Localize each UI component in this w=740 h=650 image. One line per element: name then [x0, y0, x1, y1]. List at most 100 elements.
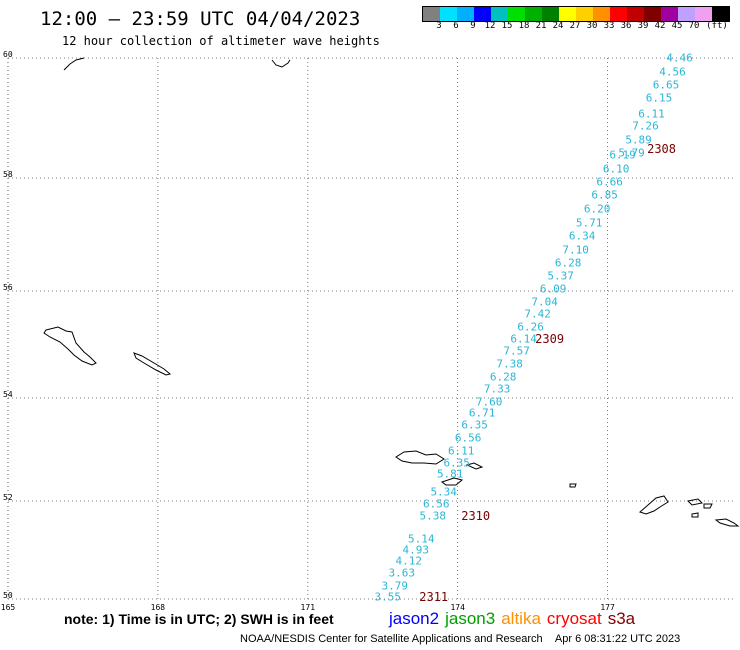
colorbar-tick-label: 27 [569, 21, 581, 31]
island-amchitka [714, 518, 740, 527]
colorbar-swatch [474, 7, 491, 21]
lat-tick-label: 50 [3, 591, 13, 600]
swh-value: 4.46 [666, 51, 693, 65]
colorbar-swatch [695, 7, 712, 21]
swh-value: 7.60 [475, 395, 503, 409]
coastline-north-mid [271, 59, 291, 68]
colorbar-swatch [593, 7, 610, 21]
colorbar-swatch [440, 7, 457, 21]
map-subtitle: 12 hour collection of altimeter wave hei… [62, 34, 380, 48]
day-hour-marker: 2310 [461, 508, 491, 523]
day-hour-marker: 2311 [419, 589, 449, 604]
island-commander-large [43, 326, 97, 366]
swh-value: 6.10 [602, 162, 630, 176]
colorbar-tick-label: 9 [470, 21, 476, 31]
colorbar-tick-label: (ft) [706, 21, 728, 31]
colorbar-swatch [457, 7, 474, 21]
island-buldir [569, 483, 577, 488]
coastlines [43, 57, 740, 527]
colorbar-tick-label: 30 [586, 21, 598, 31]
colorbar-swatch [644, 7, 661, 21]
lat-tick-label: 56 [3, 283, 13, 292]
lon-tick-label: 174 [450, 603, 465, 612]
colorbar-swatch [559, 7, 576, 21]
colorbar-swatch [712, 7, 729, 21]
day-hour-marker: 2309 [535, 332, 565, 347]
swh-value: 3.55 [374, 590, 401, 604]
colorbar-tick-label: 24 [552, 21, 564, 31]
swh-value: 7.42 [524, 307, 551, 321]
swh-value: 6.34 [568, 229, 596, 243]
colorbar-tick-label: 15 [501, 21, 513, 31]
colorbar-tick-label: 21 [535, 21, 547, 31]
colorbar-tick-label: 18 [518, 21, 530, 31]
colorbar-tick-label: 12 [484, 21, 496, 31]
colorbar-swatch [508, 7, 525, 21]
swh-value: 5.34 [430, 485, 457, 499]
generated-timestamp: Apr 6 08:31:22 UTC 2023 [554, 633, 681, 645]
satellite-legend-altika: altika [501, 609, 541, 628]
swh-value: 6.09 [539, 282, 567, 296]
map-title: 12:00 – 23:59 UTC 04/04/2023 [40, 8, 361, 30]
swh-value: 6.14 [510, 332, 537, 346]
swh-value: 6.28 [489, 370, 517, 384]
lat-tick-label: 60 [3, 50, 13, 59]
lon-tick-label: 177 [600, 603, 615, 612]
lat-tick-label: 52 [3, 493, 13, 502]
island-commander-small [133, 352, 172, 376]
swh-value: 6.66 [596, 175, 623, 189]
lon-tick-label: 165 [0, 603, 16, 612]
island-rat-3 [691, 512, 699, 518]
colorbar-swatch [525, 7, 542, 21]
island-rat-2 [703, 503, 713, 509]
swh-value: 6.28 [554, 256, 582, 270]
swh-value: 3.79 [381, 579, 408, 593]
colorbar-tick-label: 45 [671, 21, 683, 31]
swh-colorbar [422, 6, 730, 22]
swh-value: 6.26 [517, 320, 544, 334]
swh-value: 5.79 [618, 146, 645, 160]
swh-value: 7.57 [503, 344, 530, 358]
satellite-legend: jason2 jason3 altika cryosat s3a [389, 609, 641, 629]
swh-value: 5.81 [436, 467, 464, 481]
day-hour-marker: 2308 [647, 142, 676, 157]
colorbar-tick-label: 33 [603, 21, 615, 31]
swh-value: 7.38 [496, 357, 523, 371]
swh-value: 6.20 [583, 202, 611, 216]
colorbar-tick-label: 3 [436, 21, 442, 31]
coastline-north-west [63, 57, 85, 71]
island-kiska [639, 495, 669, 515]
colorbar-tick-label: 6 [453, 21, 459, 31]
swh-value: 7.04 [531, 295, 558, 309]
colorbar-swatch [542, 7, 559, 21]
satellite-legend-cryosat: cryosat [546, 609, 602, 628]
satellite-legend-jason2: jason2 [389, 609, 440, 628]
colorbar-tick-label: 70 [688, 21, 700, 31]
swh-value: 7.26 [632, 119, 659, 133]
colorbar-swatch [491, 7, 508, 21]
swh-value: 6.65 [652, 78, 680, 92]
swh-value: 5.37 [547, 269, 574, 283]
credit-text: NOAA/NESDIS Center for Satellite Applica… [240, 633, 543, 645]
swh-value: 6.11 [447, 444, 475, 458]
swh-value: 3.63 [388, 566, 415, 580]
swh-value: 6.56 [422, 497, 450, 511]
island-semichi [465, 462, 484, 470]
satellite-legend-jason3: jason3 [445, 609, 496, 628]
units-note: note: 1) Time is in UTC; 2) SWH is in fe… [64, 611, 334, 627]
swh-value: 4.56 [659, 65, 686, 79]
satellite-legend-s3a: s3a [607, 609, 636, 628]
island-rat-1 [686, 498, 704, 506]
colorbar-swatch [610, 7, 627, 21]
lon-tick-label: 171 [300, 603, 316, 612]
colorbar-swatch [423, 7, 440, 21]
swh-value: 7.33 [483, 382, 511, 396]
swh-value: 6.19 [609, 148, 636, 162]
colorbar-tick-label: 36 [620, 21, 632, 31]
colorbar-tick-label: 39 [637, 21, 649, 31]
swh-value: 5.14 [407, 532, 435, 546]
lat-tick-label: 58 [3, 170, 13, 179]
swh-value: 6.15 [645, 91, 673, 105]
swh-value: 6.35 [443, 456, 470, 470]
swh-value: 5.71 [575, 216, 603, 230]
